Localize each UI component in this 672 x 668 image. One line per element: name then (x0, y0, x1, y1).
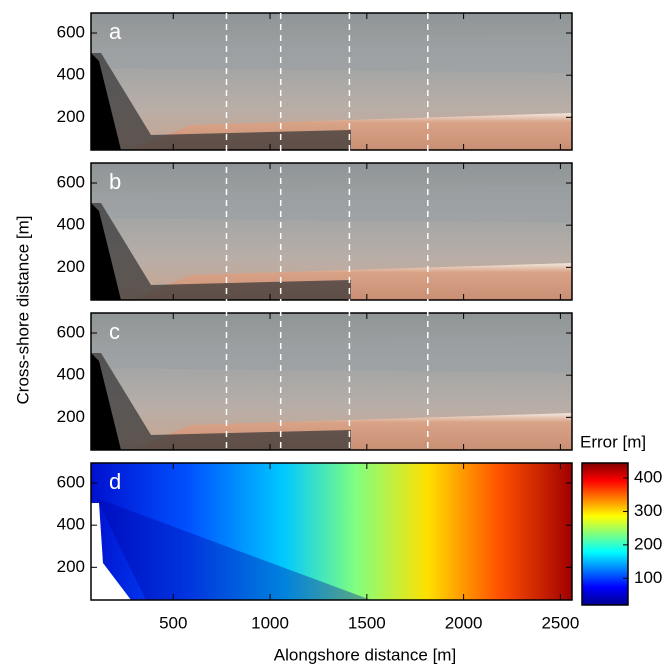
x-tick-label: 1000 (251, 613, 289, 632)
colorbar-tick-label: 200 (634, 534, 662, 553)
y-tick-label: 400 (57, 515, 85, 534)
y-tick-label: 200 (57, 107, 85, 126)
y-tick-label: 400 (57, 65, 85, 84)
panel-frame (90, 462, 573, 601)
y-tick-label: 600 (57, 23, 85, 42)
photo-band (91, 35, 572, 73)
x-axis-label: Alongshore distance [m] (274, 645, 456, 664)
y-tick-label: 200 (57, 407, 85, 426)
y-tick-label: 400 (57, 215, 85, 234)
panel-letter: b (109, 169, 121, 194)
panel-letter: c (109, 319, 120, 344)
colorbar-tick-label: 400 (634, 468, 662, 487)
x-tick-label: 500 (159, 613, 187, 632)
x-tick-label: 1500 (348, 613, 386, 632)
panel-letter: d (109, 469, 121, 494)
panel-frame (90, 162, 573, 301)
panel-frame (90, 12, 573, 151)
error-field (91, 463, 572, 600)
y-tick-label: 600 (57, 473, 85, 492)
colorbar-label: Error [m] (580, 432, 646, 451)
panel-letter: a (109, 19, 122, 44)
y-tick-label: 600 (57, 323, 85, 342)
photo-band (91, 185, 572, 223)
y-tick-label: 200 (57, 257, 85, 276)
y-tick-label: 400 (57, 365, 85, 384)
colorbar-tick-label: 300 (634, 501, 662, 520)
photo-corner (91, 53, 121, 150)
x-tick-label: 2500 (541, 613, 579, 632)
panel-frame (90, 312, 573, 451)
x-tick-label: 2000 (445, 613, 483, 632)
colorbar-tick-label: 100 (634, 568, 662, 587)
photo-band (91, 335, 572, 373)
y-tick-label: 600 (57, 173, 85, 192)
photo-corner (91, 353, 121, 450)
y-axis-label: Cross-shore distance [m] (13, 216, 32, 405)
photo-corner (91, 203, 121, 300)
y-tick-label: 200 (57, 557, 85, 576)
colorbar (581, 462, 629, 606)
error-wedge (96, 498, 371, 600)
error-blank (91, 503, 131, 600)
